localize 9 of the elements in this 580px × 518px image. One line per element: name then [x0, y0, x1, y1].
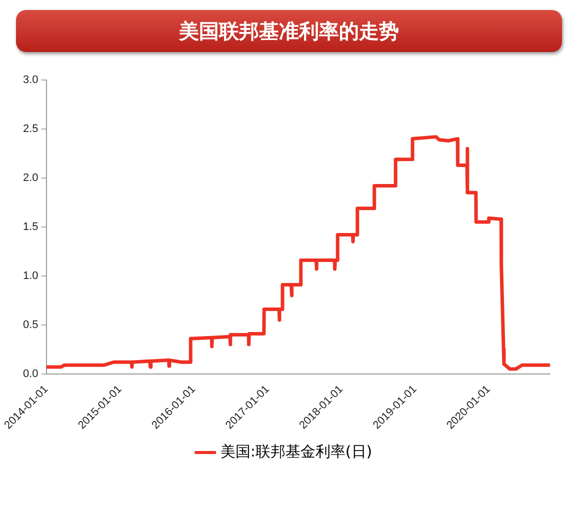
y-tick-label: 1.5	[22, 220, 38, 233]
y-tick-label: 1.0	[22, 270, 38, 282]
chart-title: 美国联邦基准利率的走势	[16, 10, 562, 52]
y-tick-label: 2.0	[22, 172, 38, 184]
y-tick-label: 0.0	[22, 368, 38, 380]
y-tick-label: 2.5	[22, 123, 38, 136]
legend-label: 美国:联邦基金利率(日)	[220, 442, 372, 460]
y-tick-label: 3.0	[22, 74, 38, 86]
y-tick-label: 0.5	[22, 318, 38, 331]
